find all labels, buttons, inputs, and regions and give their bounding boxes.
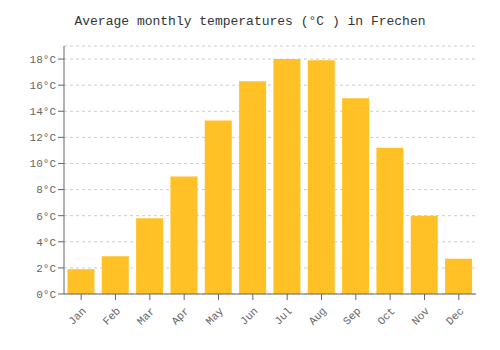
svg-text:May: May bbox=[204, 305, 227, 328]
svg-text:Jan: Jan bbox=[66, 305, 88, 327]
svg-text:Nov: Nov bbox=[410, 305, 433, 328]
svg-text:Sep: Sep bbox=[341, 305, 363, 327]
svg-text:Jun: Jun bbox=[238, 305, 260, 327]
svg-text:6°C: 6°C bbox=[36, 211, 56, 223]
svg-text:12°C: 12°C bbox=[30, 132, 57, 144]
svg-text:Oct: Oct bbox=[375, 305, 397, 327]
html-text:Average monthly temperatures (: Average monthly temperatures (°C ) in Fr… bbox=[74, 14, 426, 29]
svg-text:Jul: Jul bbox=[272, 305, 294, 327]
svg-text:8°C: 8°C bbox=[36, 184, 56, 196]
svg-text:Dec: Dec bbox=[444, 305, 466, 327]
svg-text:16°C: 16°C bbox=[30, 80, 57, 92]
svg-text:4°C: 4°C bbox=[36, 237, 56, 249]
svg-text:14°C: 14°C bbox=[30, 106, 57, 118]
svg-text:0°C: 0°C bbox=[36, 289, 56, 301]
svg-text:2°C: 2°C bbox=[36, 263, 56, 275]
svg-text:Mar: Mar bbox=[135, 305, 157, 327]
svg-text:Feb: Feb bbox=[101, 305, 123, 327]
svg-text:10°C: 10°C bbox=[30, 158, 57, 170]
svg-text:18°C: 18°C bbox=[30, 54, 57, 66]
svg-text:Aug: Aug bbox=[307, 305, 329, 327]
svg-text:Apr: Apr bbox=[169, 305, 191, 327]
